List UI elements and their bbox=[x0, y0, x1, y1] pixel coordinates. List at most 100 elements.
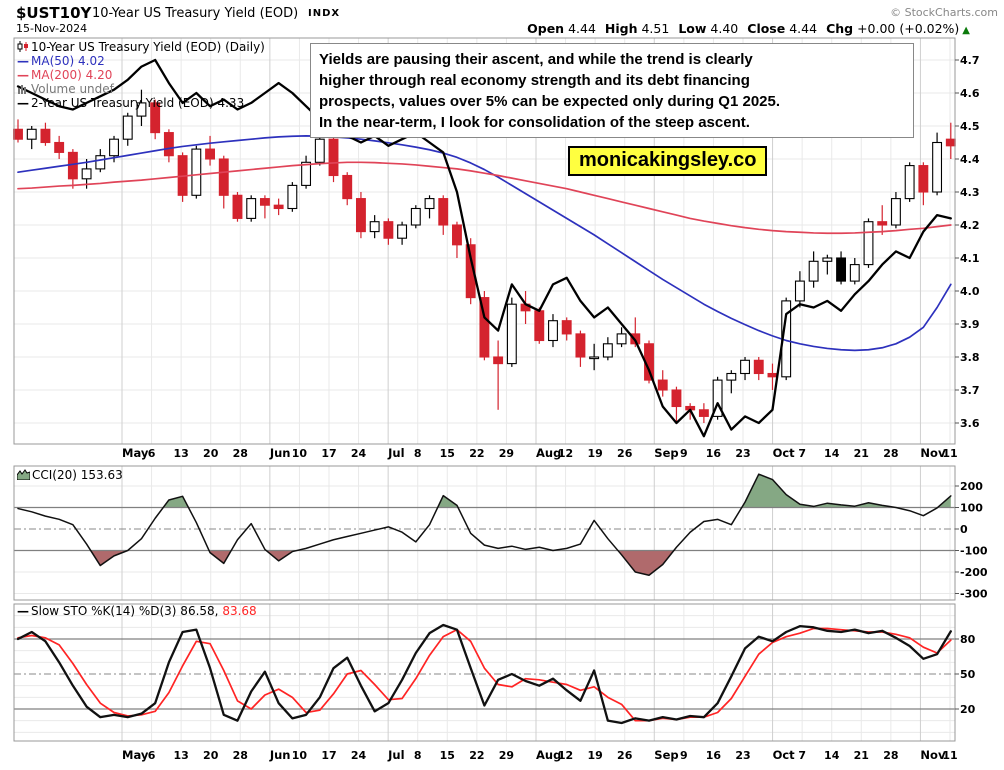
exchange-label: INDX bbox=[308, 8, 341, 19]
svg-text:20: 20 bbox=[203, 749, 219, 762]
chg-value: +0.00 (+0.02%) bbox=[857, 21, 960, 36]
svg-text:21: 21 bbox=[854, 749, 869, 762]
annotation-line: higher through real economy strength and… bbox=[319, 72, 750, 89]
svg-text:11: 11 bbox=[942, 447, 957, 460]
high-value: 4.51 bbox=[641, 21, 670, 36]
two-year-line-swatch: — bbox=[17, 96, 29, 110]
svg-text:8: 8 bbox=[414, 447, 422, 460]
svg-text:4.2: 4.2 bbox=[960, 219, 980, 232]
svg-text:12: 12 bbox=[558, 749, 573, 762]
cci-legend-label: CCI(20) 153.63 bbox=[32, 468, 123, 482]
svg-text:Nov: Nov bbox=[920, 748, 946, 762]
svg-text:10: 10 bbox=[292, 749, 308, 762]
legend-ma50-label: MA(50) 4.02 bbox=[31, 54, 105, 68]
svg-text:19: 19 bbox=[587, 447, 602, 460]
svg-text:3.8: 3.8 bbox=[960, 351, 980, 364]
svg-text:Sep: Sep bbox=[654, 446, 678, 460]
ticker-symbol: $UST10Y bbox=[16, 4, 92, 22]
svg-text:8: 8 bbox=[414, 749, 422, 762]
svg-text:7: 7 bbox=[798, 447, 806, 460]
copyright-notice: © StockCharts.com bbox=[890, 6, 998, 19]
volume-bars-icon bbox=[17, 84, 29, 98]
sto-legend-label: Slow STO %K(14) %D(3) 86.58, bbox=[31, 604, 219, 618]
low-label: Low bbox=[678, 21, 707, 36]
svg-text:-100: -100 bbox=[960, 545, 988, 558]
svg-text:3.9: 3.9 bbox=[960, 318, 980, 331]
svg-text:9: 9 bbox=[680, 749, 688, 762]
svg-text:28: 28 bbox=[233, 749, 248, 762]
close-label: Close bbox=[747, 21, 786, 36]
svg-text:24: 24 bbox=[351, 749, 367, 762]
svg-text:Sep: Sep bbox=[654, 748, 678, 762]
svg-text:21: 21 bbox=[854, 447, 869, 460]
svg-text:15: 15 bbox=[440, 447, 455, 460]
svg-text:6: 6 bbox=[148, 749, 156, 762]
svg-text:15: 15 bbox=[440, 749, 455, 762]
svg-text:19: 19 bbox=[587, 749, 602, 762]
main-chart-legend: 10-Year US Treasury Yield (EOD) (Daily) … bbox=[17, 40, 265, 111]
svg-text:May: May bbox=[122, 446, 149, 460]
svg-text:17: 17 bbox=[321, 447, 336, 460]
area-chart-icon bbox=[16, 469, 31, 483]
main-price-panel bbox=[13, 89, 956, 423]
svg-text:28: 28 bbox=[883, 447, 898, 460]
open-value: 4.44 bbox=[568, 21, 596, 36]
svg-text:16: 16 bbox=[706, 749, 722, 762]
ma200-line-swatch: — bbox=[17, 68, 29, 82]
candles-group bbox=[13, 89, 956, 423]
svg-text:Oct: Oct bbox=[773, 748, 796, 762]
svg-text:200: 200 bbox=[960, 480, 983, 493]
svg-text:22: 22 bbox=[469, 749, 484, 762]
ohlc-quote-bar: Open 4.44 High 4.51 Low 4.40 Close 4.44 Chg … bbox=[518, 21, 970, 36]
candlestick-icon bbox=[17, 41, 29, 56]
svg-text:Jul: Jul bbox=[387, 446, 404, 460]
svg-text:23: 23 bbox=[735, 447, 750, 460]
svg-text:7: 7 bbox=[798, 749, 806, 762]
watermark-site-label: monicakingsley.co bbox=[568, 146, 768, 176]
svg-text:14: 14 bbox=[824, 447, 840, 460]
svg-text:16: 16 bbox=[706, 447, 722, 460]
svg-text:May: May bbox=[122, 748, 149, 762]
svg-text:24: 24 bbox=[351, 447, 367, 460]
svg-text:4.3: 4.3 bbox=[960, 186, 980, 199]
svg-text:80: 80 bbox=[960, 633, 976, 646]
chg-label: Chg bbox=[826, 21, 854, 36]
svg-text:29: 29 bbox=[499, 447, 514, 460]
svg-text:Nov: Nov bbox=[920, 446, 946, 460]
svg-text:4.4: 4.4 bbox=[960, 153, 980, 166]
sto-d-value: 83.68 bbox=[222, 604, 257, 618]
annotation-text-box: Yields are pausing their ascent, and whi… bbox=[310, 43, 914, 138]
svg-text:Aug: Aug bbox=[536, 748, 561, 762]
svg-text:Jun: Jun bbox=[269, 446, 291, 460]
high-label: High bbox=[604, 21, 638, 36]
svg-text:4.5: 4.5 bbox=[960, 120, 980, 133]
svg-text:13: 13 bbox=[173, 447, 188, 460]
svg-text:22: 22 bbox=[469, 447, 484, 460]
legend-price-series-label: 10-Year US Treasury Yield (EOD) (Daily) bbox=[31, 40, 265, 54]
svg-text:28: 28 bbox=[233, 447, 248, 460]
svg-text:50: 50 bbox=[960, 668, 976, 681]
svg-text:26: 26 bbox=[617, 749, 633, 762]
svg-text:4.7: 4.7 bbox=[960, 54, 980, 67]
legend-two-year-label: 2-Year US Treasury Yield (EOD) 4.33 bbox=[31, 96, 245, 110]
svg-text:14: 14 bbox=[824, 749, 840, 762]
svg-text:-200: -200 bbox=[960, 566, 988, 579]
svg-text:12: 12 bbox=[558, 447, 573, 460]
legend-row-volume: Volume undef bbox=[17, 82, 265, 98]
svg-text:6: 6 bbox=[148, 447, 156, 460]
annotation-line: In the near-term, I look for consolidati… bbox=[319, 114, 750, 131]
svg-text:4.0: 4.0 bbox=[960, 285, 980, 298]
ma50-line-swatch: — bbox=[17, 54, 29, 68]
legend-row-two-year: —2-Year US Treasury Yield (EOD) 4.33 bbox=[17, 96, 265, 111]
svg-text:3.6: 3.6 bbox=[960, 417, 980, 430]
legend-row-ma200: — MA(200) 4.20 bbox=[17, 68, 265, 83]
svg-text:Oct: Oct bbox=[773, 446, 796, 460]
cci-legend: CCI(20) 153.63 bbox=[16, 468, 123, 483]
up-triangle-icon: ▲ bbox=[962, 25, 970, 36]
close-value: 4.44 bbox=[789, 21, 818, 36]
svg-text:-300: -300 bbox=[960, 588, 988, 601]
annotation-line: Yields are pausing their ascent, and whi… bbox=[319, 51, 753, 68]
legend-volume-label: Volume undef bbox=[31, 82, 114, 96]
